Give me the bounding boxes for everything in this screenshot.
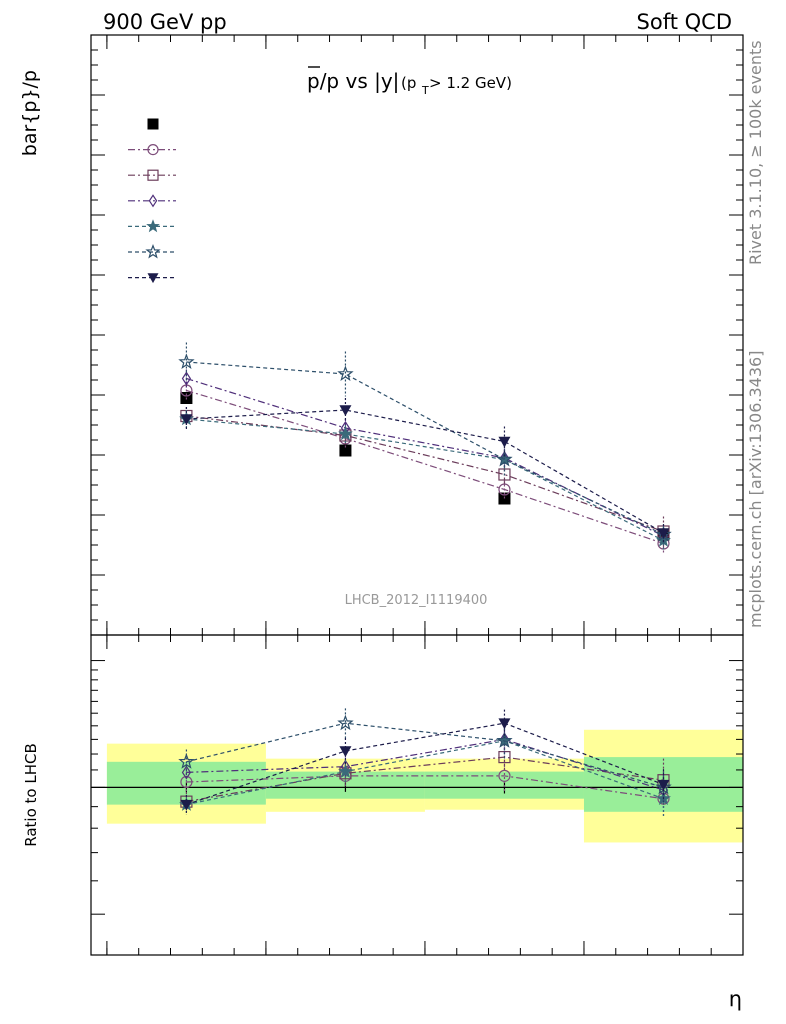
data-point (498, 436, 511, 448)
series-p397 (178, 342, 672, 544)
series-line (186, 389, 664, 545)
legend-marker (148, 194, 158, 208)
series-p390 (180, 381, 670, 553)
header-right: Soft QCD (637, 10, 732, 34)
series-line (186, 418, 664, 542)
title-main: p/p vs |y| (307, 69, 399, 93)
plot-title: p/p vs |y| (p T > 1.2 GeV) (307, 66, 512, 97)
ratio-line (186, 722, 664, 788)
ratio-point (498, 769, 511, 782)
ratio-series-p398 (180, 709, 670, 815)
main-plot (90, 34, 744, 636)
main-frame (90, 34, 744, 636)
ratio-ylabel: Ratio to LHCB (22, 743, 40, 847)
series-line (186, 361, 664, 536)
data-point (181, 371, 192, 386)
legend-marker (147, 118, 159, 130)
legend-entry-p397 (128, 244, 176, 259)
main-ylabel: bar{p}/p (19, 70, 41, 156)
rivet-label: Rivet 3.1.10, ≥ 100k events (746, 40, 765, 265)
series-LHCB (180, 392, 670, 541)
legend-entry-p390 (128, 144, 176, 156)
data-point (337, 365, 354, 382)
series-line (186, 377, 664, 537)
analysis-watermark: LHCB_2012_I1119400 (345, 593, 488, 608)
legend-entry-p392 (128, 194, 176, 208)
data-point (339, 444, 352, 457)
legend-marker (147, 273, 159, 284)
data-point (496, 450, 513, 467)
title-sub-tail: > 1.2 GeV) (429, 74, 512, 92)
title-sub: (p (401, 74, 416, 92)
ratio-plot (90, 634, 744, 956)
ratio-point (496, 732, 513, 748)
legend (128, 118, 176, 284)
series-line (186, 415, 664, 533)
legend-marker (145, 244, 161, 259)
series-p396 (179, 410, 671, 550)
legend-marker (147, 169, 159, 181)
data-point (498, 483, 511, 496)
legend-marker (146, 219, 160, 233)
ratio-point (180, 799, 193, 811)
header-left: 900 GeV pp (103, 10, 227, 34)
ratio-point (338, 763, 353, 778)
ratio-point (498, 718, 511, 730)
data-point (180, 414, 193, 425)
data-point (498, 468, 511, 481)
series-p392 (181, 369, 669, 545)
ratio-frame (90, 634, 744, 956)
ratio-line (186, 775, 664, 800)
data-point (178, 353, 195, 370)
ratio-point (657, 779, 670, 791)
legend-entry-p396 (128, 219, 176, 233)
mcplots-label: mcplots.cern.ch [arXiv:1306.3436] (746, 351, 765, 628)
ratio-point (337, 714, 354, 731)
data-point (657, 528, 670, 539)
ratio-line (186, 740, 664, 806)
ratio-point (181, 765, 192, 780)
title-sub-index: T (421, 84, 429, 97)
ratio-point (339, 746, 352, 757)
ratio-line (186, 756, 664, 803)
legend-marker (147, 144, 159, 156)
series-p398 (180, 398, 670, 542)
ratio-line (186, 722, 664, 806)
ratio-line (186, 738, 664, 791)
legend-entry-LHCB (147, 118, 159, 130)
legend-entry-p391 (128, 169, 176, 181)
series-line (186, 409, 664, 534)
ratio-point (178, 753, 195, 769)
legend-entry-p398 (128, 273, 176, 284)
x-axis-label: η (729, 987, 742, 1011)
data-point (339, 405, 352, 416)
data-point (338, 426, 353, 441)
series-p391 (180, 407, 670, 547)
